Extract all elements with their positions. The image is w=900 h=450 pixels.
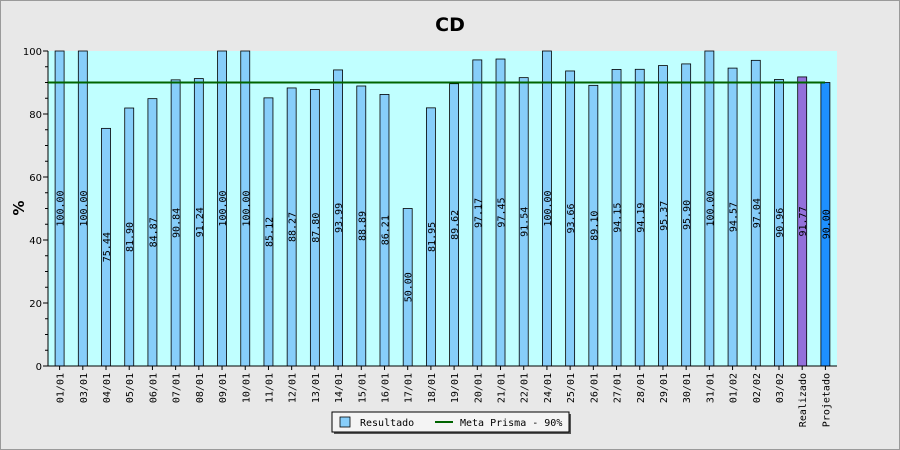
x-tick-label: 10/01 — [241, 373, 252, 403]
value-label: 50.00 — [404, 272, 415, 302]
value-label: 95.90 — [682, 200, 693, 230]
value-label: 97.04 — [752, 198, 763, 228]
legend-swatch-bar — [339, 416, 351, 428]
x-tick-label: 21/01 — [497, 373, 508, 403]
value-label: 95.37 — [659, 201, 670, 231]
x-tick-label: 15/01 — [357, 373, 368, 403]
value-label: 89.10 — [589, 211, 600, 241]
value-label: 91.77 — [798, 206, 809, 236]
value-label: 75.44 — [102, 232, 113, 262]
x-tick-label: 27/01 — [613, 373, 624, 403]
value-label: 89.62 — [450, 210, 461, 240]
x-tick-label: 08/01 — [195, 373, 206, 403]
x-axis: 01/01 03/01 04/01 05/01 06/01 07/01 08/01 09/01… — [48, 365, 837, 427]
y-tick-label: 20 — [29, 299, 42, 310]
x-tick-label: 31/01 — [705, 373, 716, 403]
x-tick-label: 03/02 — [775, 373, 786, 403]
value-label: 81.90 — [125, 222, 136, 252]
value-label: 93.66 — [566, 203, 577, 233]
x-tick-label: 19/01 — [450, 373, 461, 403]
x-tick-label: 22/01 — [520, 373, 531, 403]
value-label: 93.99 — [334, 203, 345, 233]
x-tick-label: 01/01 — [56, 373, 67, 403]
x-tick-label: 25/01 — [566, 373, 577, 403]
legend: Resultado Meta Prisma - 90% — [331, 411, 571, 434]
y-tick-label: 40 — [29, 236, 42, 247]
y-tick-label: 60 — [29, 173, 42, 184]
value-label: 86.21 — [380, 215, 391, 245]
x-tick-label: 01/02 — [729, 373, 740, 403]
x-tick-label: 06/01 — [148, 373, 159, 403]
value-label: 100.00 — [241, 190, 252, 226]
value-label: 94.15 — [613, 203, 624, 233]
x-tick-label: 17/01 — [404, 373, 415, 403]
x-tick-label: 18/01 — [427, 373, 438, 403]
x-tick-label: 02/02 — [752, 373, 763, 403]
value-label: 91.24 — [195, 207, 206, 237]
value-label: 90.84 — [172, 208, 183, 238]
value-label: 88.27 — [288, 212, 299, 242]
y-axis: 0 20 40 60 80 100 — [23, 47, 49, 373]
x-tick-label: 13/01 — [311, 373, 322, 403]
value-label: 87.80 — [311, 213, 322, 243]
x-tick-label: Realizado — [798, 373, 809, 427]
value-label: 81.95 — [427, 222, 438, 252]
x-tick-label: 09/01 — [218, 373, 229, 403]
x-tick-label: 28/01 — [636, 373, 647, 403]
value-label: 100.00 — [543, 190, 554, 226]
value-label: 94.57 — [729, 202, 740, 232]
value-label: 94.19 — [636, 203, 647, 233]
value-labels: 100.00 100.00 75.44 81.90 84.87 90.84 91.24 100… — [56, 190, 833, 302]
bars — [54, 50, 831, 367]
value-label: 100.00 — [56, 190, 67, 226]
value-label: 85.12 — [264, 217, 275, 247]
y-tick-label: 100 — [23, 47, 42, 58]
x-tick-label: 07/01 — [172, 373, 183, 403]
value-label: 90.96 — [775, 208, 786, 238]
value-label: 91.54 — [520, 207, 531, 237]
value-label: 100.00 — [218, 190, 229, 226]
value-label: 100.00 — [705, 190, 716, 226]
legend-label: Meta Prisma - 90% — [460, 418, 562, 429]
value-label: 97.17 — [473, 198, 484, 228]
x-tick-label: 14/01 — [334, 373, 345, 403]
x-tick-label: 16/01 — [380, 373, 391, 403]
y-axis-label: % — [10, 200, 28, 215]
x-tick-label: 30/01 — [682, 373, 693, 403]
x-tick-label: 24/01 — [543, 373, 554, 403]
value-label: 84.87 — [148, 217, 159, 247]
x-tick-label: Projetado — [821, 373, 832, 427]
value-label: 88.89 — [357, 211, 368, 241]
chart-title: CD — [435, 14, 465, 36]
value-label: 97.45 — [497, 197, 508, 227]
x-tick-label: 20/01 — [473, 373, 484, 403]
x-tick-label: 29/01 — [659, 373, 670, 403]
legend-label: Resultado — [360, 418, 414, 429]
plot-area — [48, 51, 837, 366]
x-tick-label: 03/01 — [79, 373, 90, 403]
x-tick-label: 05/01 — [125, 373, 136, 403]
x-tick-label: 04/01 — [102, 373, 113, 403]
x-tick-label: 11/01 — [264, 373, 275, 403]
value-label: 90.00 — [821, 209, 832, 239]
value-label: 100.00 — [79, 190, 90, 226]
y-tick-label: 0 — [36, 362, 42, 373]
x-tick-label: 12/01 — [288, 373, 299, 403]
x-tick-label: 26/01 — [589, 373, 600, 403]
y-tick-label: 80 — [29, 110, 42, 121]
